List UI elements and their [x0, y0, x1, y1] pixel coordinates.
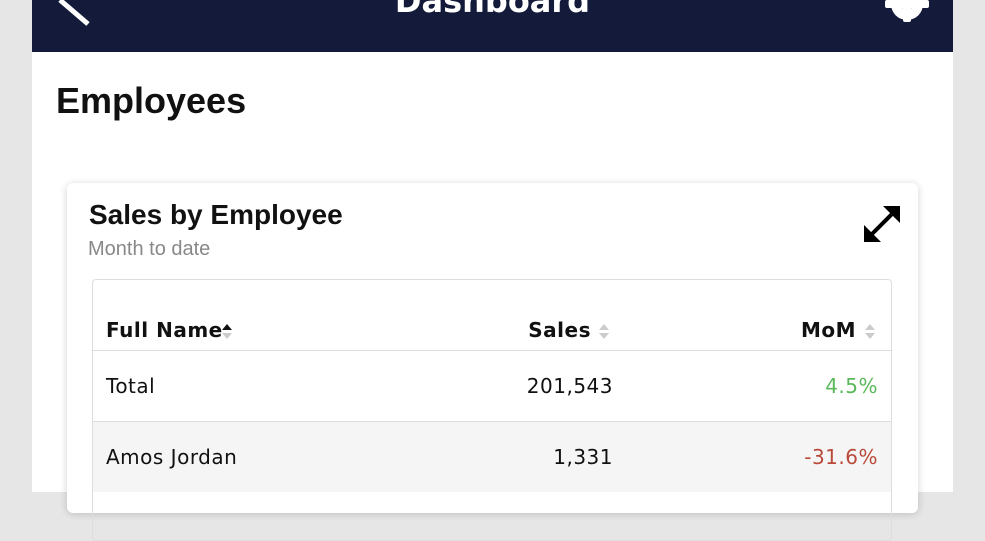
content: Dashboard Employees Sales by Employee Mo… — [32, 0, 953, 541]
table-row[interactable]: Total 201,543 4.5% — [93, 351, 891, 422]
header-title: Dashboard — [394, 0, 591, 20]
column-header[interactable]: Full Name — [106, 318, 223, 342]
sort-icon[interactable] — [598, 323, 610, 339]
top-bar: Dashboard — [32, 0, 953, 52]
column-header[interactable]: Sales — [528, 318, 591, 342]
screen: Dashboard Employees Sales by Employee Mo… — [32, 0, 953, 541]
table: Full Name Sales MoM Total 201,543 4.5% A… — [92, 279, 892, 541]
cell: -31.6% — [804, 445, 878, 469]
settings-button[interactable] — [885, 0, 929, 22]
card-subtitle: Month to date — [88, 238, 211, 260]
cell: Total — [106, 374, 156, 398]
card-title: Sales by Employee — [89, 199, 343, 230]
table-row[interactable]: Amos Jordan 1,331 -31.6% — [93, 422, 891, 492]
top-bar-icons — [58, 0, 929, 26]
card: Sales by Employee Month to date Full Nam… — [67, 183, 918, 541]
table-header: Full Name Sales MoM — [93, 280, 891, 351]
cell: 201,543 — [526, 374, 613, 398]
cell: 4.5% — [825, 374, 878, 398]
back-button[interactable] — [58, 0, 90, 26]
sort-icon[interactable] — [221, 323, 233, 339]
page-title: Employees — [56, 80, 247, 121]
cell: 1,331 — [553, 445, 613, 469]
sort-icon[interactable] — [864, 323, 876, 339]
cell: Amos Jordan — [106, 445, 238, 469]
expand-button[interactable] — [861, 203, 903, 245]
column-header[interactable]: MoM — [800, 318, 856, 342]
